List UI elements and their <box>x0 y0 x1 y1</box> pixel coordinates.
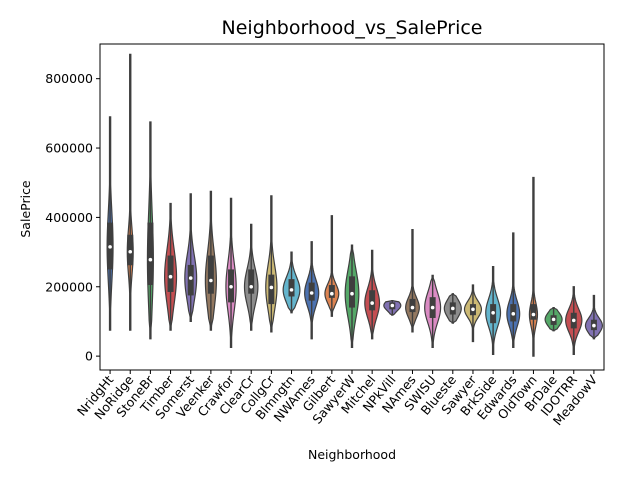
violin-box <box>288 279 295 297</box>
violin-box <box>530 304 537 320</box>
violin-median <box>370 301 374 305</box>
y-axis: 0 200000 400000 600000 800000 <box>45 71 100 364</box>
violin-box <box>369 290 376 311</box>
chart-title: Neighborhood_vs_SalePrice <box>222 17 483 39</box>
violin-box <box>207 255 214 294</box>
violin-median <box>491 310 495 315</box>
plot-area <box>99 43 605 371</box>
violin-Blmngtn <box>282 251 301 314</box>
violin-StoneBr <box>146 121 154 340</box>
violin-median <box>471 307 475 312</box>
y-tick-label: 0 <box>85 349 93 364</box>
violin-median <box>108 245 112 249</box>
violin-box <box>147 222 154 286</box>
violin-MeadowV <box>584 294 603 340</box>
violin-ClearCr <box>243 223 259 331</box>
x-axis: NridgHtNoRidgeStoneBrTimberSomerstVeenke… <box>74 370 601 428</box>
violin-median <box>430 305 435 310</box>
violin-median <box>188 276 193 280</box>
violin-Mitchel <box>364 249 381 340</box>
violin-median <box>209 278 213 283</box>
violin-NWAmes <box>304 241 320 340</box>
violin-box <box>328 285 335 298</box>
violin-box <box>268 274 275 305</box>
violin-median <box>330 291 334 296</box>
violin-OldTown <box>528 176 539 357</box>
violin-median <box>229 284 233 289</box>
violin-median <box>571 318 576 323</box>
violin-median <box>531 312 536 317</box>
violin-median <box>309 291 314 295</box>
violin-Sawyer <box>463 284 483 343</box>
violin-median <box>350 291 354 296</box>
violin-NoRidge <box>126 53 134 331</box>
y-tick-label: 200000 <box>45 279 93 294</box>
violin-Timber <box>164 202 178 331</box>
y-axis-label: SalePrice <box>18 180 33 238</box>
violin-Somerst <box>184 193 198 323</box>
violin-median <box>390 303 395 308</box>
violin-median <box>289 288 294 292</box>
violin-Crawfor <box>225 197 237 349</box>
violin-median <box>592 323 596 328</box>
violin-median <box>168 274 173 279</box>
violin-box <box>248 269 255 294</box>
violin-NAmes <box>405 228 420 333</box>
violin-median <box>451 306 455 311</box>
violin-NPkVill <box>383 300 402 316</box>
violin-median <box>269 285 274 290</box>
violin-median <box>511 312 516 316</box>
violin-box <box>167 255 174 292</box>
violin-Gilbert <box>324 215 340 317</box>
violin-BrkSide <box>485 266 502 355</box>
violin-box <box>187 264 194 296</box>
violin-Blueste <box>443 293 462 324</box>
violin-median <box>249 284 253 289</box>
x-axis-label: Neighborhood <box>308 447 396 462</box>
violin-CollgCr <box>265 195 278 333</box>
violin-NridgHt <box>106 116 114 331</box>
violin-median <box>410 305 415 310</box>
y-tick-label: 400000 <box>45 210 93 225</box>
violin-IDOTRR <box>565 286 583 355</box>
violin-Veenker <box>204 190 217 331</box>
violin-box <box>409 298 416 313</box>
violin-median <box>128 249 133 254</box>
violin-SWISU <box>424 274 442 349</box>
violin-median <box>148 257 153 262</box>
y-tick-label: 600000 <box>45 141 93 156</box>
violin-SawyerW <box>344 244 360 349</box>
violin-BrDale <box>544 306 563 332</box>
y-tick-label: 800000 <box>45 71 93 86</box>
violin-median <box>551 317 556 322</box>
violin-Edwards <box>506 232 521 349</box>
